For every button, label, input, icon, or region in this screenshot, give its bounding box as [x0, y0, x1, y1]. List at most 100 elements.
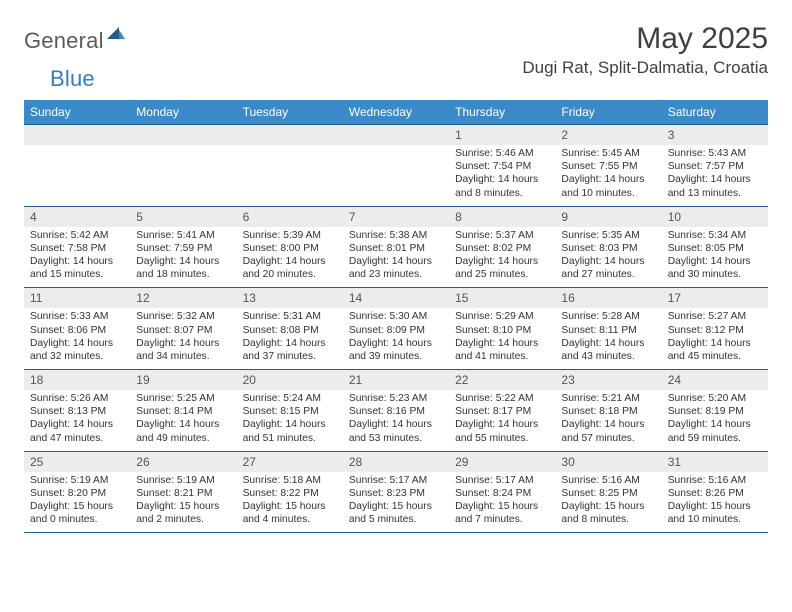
month-title: May 2025 [522, 22, 768, 56]
date-number: 3 [662, 125, 768, 145]
date-number [343, 125, 449, 145]
detail-line: Daylight: 14 hours [455, 173, 549, 186]
date-number-row: 25262728293031 [24, 451, 768, 472]
date-body: Sunrise: 5:34 AMSunset: 8:05 PMDaylight:… [662, 227, 768, 288]
detail-line: and 34 minutes. [136, 350, 230, 363]
detail-line: Sunrise: 5:19 AM [136, 474, 230, 487]
detail-line: and 0 minutes. [30, 513, 124, 526]
detail-line: and 39 minutes. [349, 350, 443, 363]
date-number: 4 [24, 207, 130, 227]
date-number: 29 [449, 452, 555, 472]
detail-line: Sunset: 8:09 PM [349, 324, 443, 337]
detail-line: Daylight: 15 hours [668, 500, 762, 513]
detail-line: Daylight: 14 hours [349, 337, 443, 350]
dow-cell: Monday [130, 100, 236, 124]
detail-line: Sunset: 7:55 PM [561, 160, 655, 173]
date-number-row: 18192021222324 [24, 369, 768, 390]
date-body: Sunrise: 5:21 AMSunset: 8:18 PMDaylight:… [555, 390, 661, 451]
date-body: Sunrise: 5:17 AMSunset: 8:23 PMDaylight:… [343, 472, 449, 533]
date-body: Sunrise: 5:27 AMSunset: 8:12 PMDaylight:… [662, 308, 768, 369]
detail-line: and 25 minutes. [455, 268, 549, 281]
date-body: Sunrise: 5:45 AMSunset: 7:55 PMDaylight:… [555, 145, 661, 206]
date-body-row: Sunrise: 5:19 AM Sunset: 8:20 PM Daylight:… [24, 472, 768, 534]
date-number-row: 45678910 [24, 206, 768, 227]
detail-line: and 51 minutes. [243, 432, 337, 445]
detail-line: and 4 minutes. [243, 513, 337, 526]
date-number: 24 [662, 370, 768, 390]
detail-line: Sunrise: 5:16 AM [668, 474, 762, 487]
date-body-row: Sunrise: 5:42 AMSunset: 7:58 PMDaylight:… [24, 227, 768, 288]
detail-line: Daylight: 14 hours [455, 337, 549, 350]
date-number: 23 [555, 370, 661, 390]
detail-line: Daylight: 14 hours [668, 337, 762, 350]
date-number: 12 [130, 288, 236, 308]
detail-line: and 43 minutes. [561, 350, 655, 363]
date-body: Sunrise: 5:19 AMSunset: 8:20 PMDaylight:… [24, 472, 130, 533]
detail-line: and 53 minutes. [349, 432, 443, 445]
date-number: 30 [555, 452, 661, 472]
detail-line: Sunset: 8:21 PM [136, 487, 230, 500]
detail-line: Sunset: 8:03 PM [561, 242, 655, 255]
detail-line: Daylight: 14 hours [30, 337, 124, 350]
detail-line: Sunrise: 5:34 AM [668, 229, 762, 242]
detail-line: Daylight: 14 hours [349, 418, 443, 431]
detail-line: Sunrise: 5:35 AM [561, 229, 655, 242]
detail-line: Sunrise: 5:28 AM [561, 310, 655, 323]
detail-line: Sunrise: 5:43 AM [668, 147, 762, 160]
week: 18192021222324Sunrise: 5:26 AMSunset: 8:… [24, 369, 768, 451]
date-number: 28 [343, 452, 449, 472]
date-body: Sunrise: 5:28 AMSunset: 8:11 PMDaylight:… [555, 308, 661, 369]
detail-line: Daylight: 14 hours [668, 418, 762, 431]
detail-line: and 30 minutes. [668, 268, 762, 281]
detail-line: Sunset: 8:18 PM [561, 405, 655, 418]
detail-line: and 18 minutes. [136, 268, 230, 281]
date-number: 16 [555, 288, 661, 308]
date-body: Sunrise: 5:26 AMSunset: 8:13 PMDaylight:… [24, 390, 130, 451]
detail-line: Sunrise: 5:41 AM [136, 229, 230, 242]
dow-cell: Thursday [449, 100, 555, 124]
date-body: Sunrise: 5:31 AMSunset: 8:08 PMDaylight:… [237, 308, 343, 369]
detail-line: Daylight: 14 hours [243, 418, 337, 431]
detail-line: and 20 minutes. [243, 268, 337, 281]
detail-line: Daylight: 15 hours [349, 500, 443, 513]
detail-line: Daylight: 14 hours [30, 418, 124, 431]
date-number: 2 [555, 125, 661, 145]
calendar: SundayMondayTuesdayWednesdayThursdayFrid… [24, 100, 768, 533]
date-body: Sunrise: 5:33 AMSunset: 8:06 PMDaylight:… [24, 308, 130, 369]
detail-line: Sunrise: 5:38 AM [349, 229, 443, 242]
date-number: 13 [237, 288, 343, 308]
detail-line: Sunset: 8:17 PM [455, 405, 549, 418]
detail-line: Sunset: 8:02 PM [455, 242, 549, 255]
date-body: Sunrise: 5:16 AMSunset: 8:26 PMDaylight:… [662, 472, 768, 533]
detail-line: Sunrise: 5:17 AM [455, 474, 549, 487]
date-body: Sunrise: 5:32 AMSunset: 8:07 PMDaylight:… [130, 308, 236, 369]
detail-line: Sunrise: 5:24 AM [243, 392, 337, 405]
week: 45678910Sunrise: 5:42 AMSunset: 7:58 PMD… [24, 206, 768, 288]
date-number: 14 [343, 288, 449, 308]
date-body: Sunrise: 5:19 AMSunset: 8:21 PMDaylight:… [130, 472, 236, 533]
dow-cell: Saturday [662, 100, 768, 124]
detail-line: and 37 minutes. [243, 350, 337, 363]
date-number: 8 [449, 207, 555, 227]
detail-line: and 32 minutes. [30, 350, 124, 363]
detail-line: Sunset: 8:24 PM [455, 487, 549, 500]
detail-line: Sunset: 8:01 PM [349, 242, 443, 255]
detail-line: Sunset: 8:19 PM [668, 405, 762, 418]
detail-line: Sunrise: 5:20 AM [668, 392, 762, 405]
date-number: 17 [662, 288, 768, 308]
date-body-row: Sunrise: 5:46 AMSunset: 7:54 PMDaylight:… [24, 145, 768, 206]
date-body: Sunrise: 5:17 AMSunset: 8:24 PMDaylight:… [449, 472, 555, 533]
date-body: Sunrise: 5:42 AMSunset: 7:58 PMDaylight:… [24, 227, 130, 288]
date-body: Sunrise: 5:25 AMSunset: 8:14 PMDaylight:… [130, 390, 236, 451]
detail-line: Daylight: 14 hours [668, 173, 762, 186]
location: Dugi Rat, Split-Dalmatia, Croatia [522, 58, 768, 78]
detail-line: Sunrise: 5:39 AM [243, 229, 337, 242]
detail-line: and 7 minutes. [455, 513, 549, 526]
detail-line: Sunset: 7:59 PM [136, 242, 230, 255]
detail-line: and 8 minutes. [455, 187, 549, 200]
detail-line: and 10 minutes. [561, 187, 655, 200]
detail-line: Sunset: 8:20 PM [30, 487, 124, 500]
detail-line: Sunrise: 5:27 AM [668, 310, 762, 323]
detail-line: and 59 minutes. [668, 432, 762, 445]
date-number: 27 [237, 452, 343, 472]
